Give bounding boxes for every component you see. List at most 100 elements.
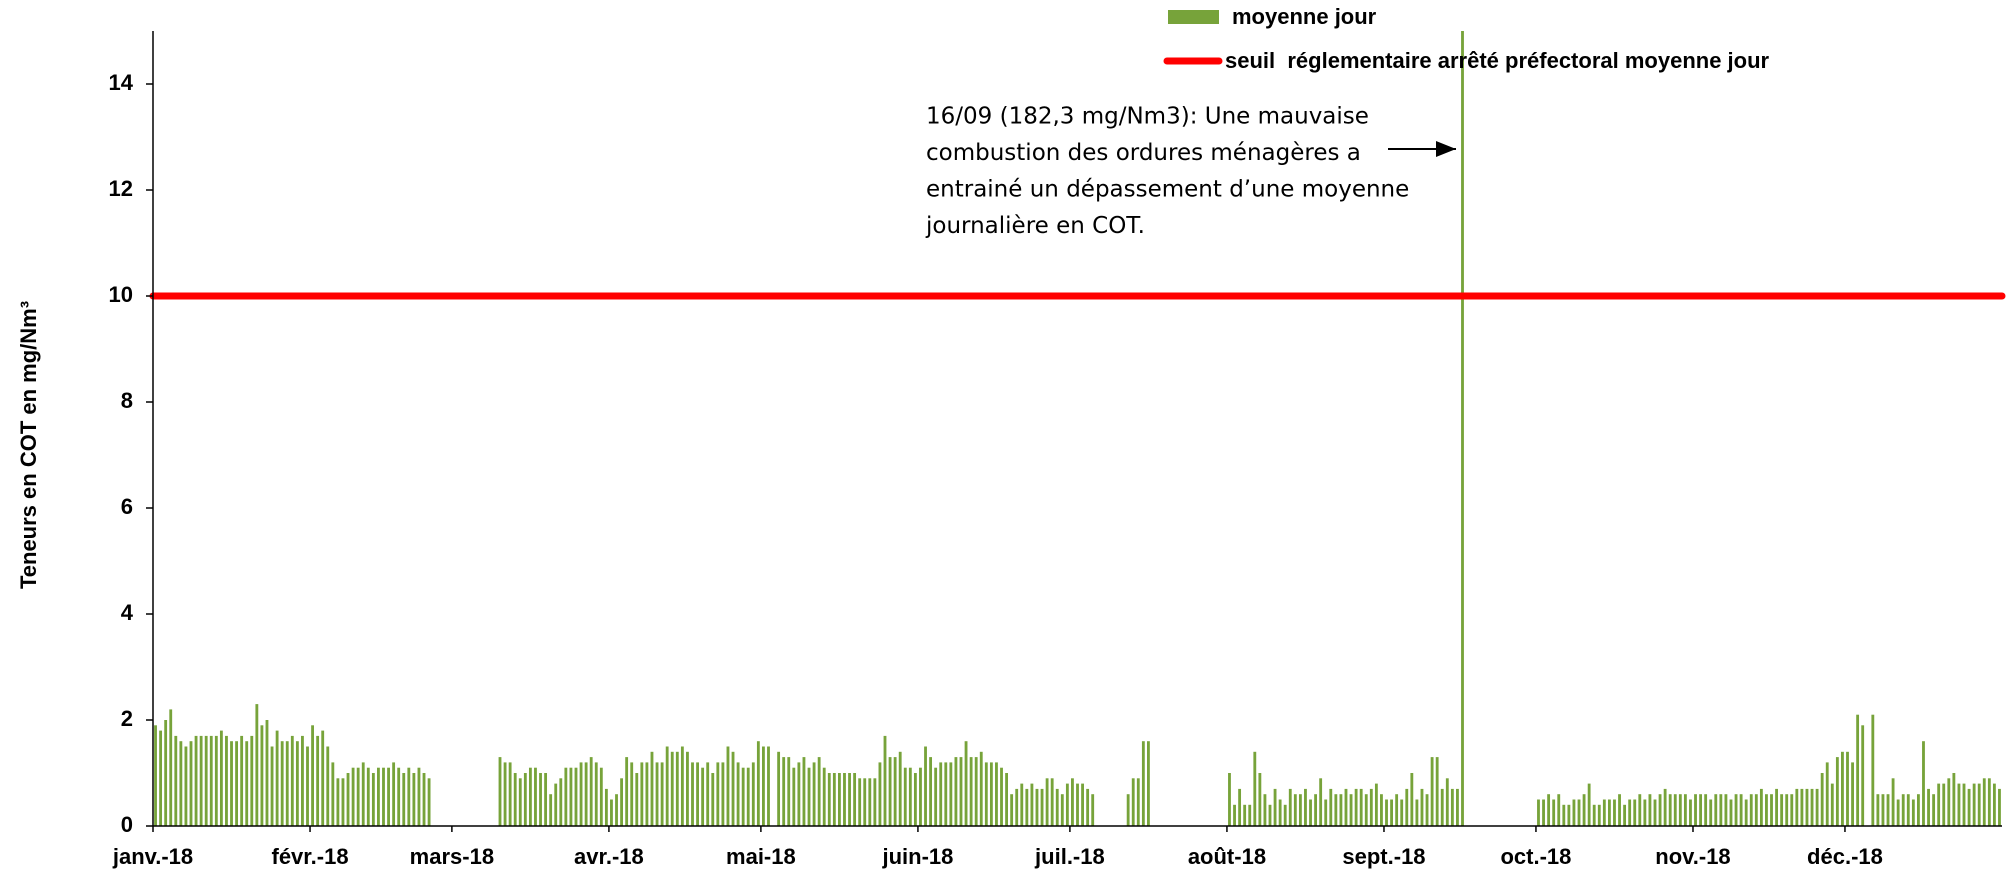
bar xyxy=(1638,794,1642,826)
bar xyxy=(397,767,401,826)
bar xyxy=(989,762,993,826)
bar xyxy=(741,767,745,826)
bar xyxy=(260,725,264,826)
x-tick-label: mars-18 xyxy=(410,844,494,869)
bar xyxy=(371,773,375,826)
bar xyxy=(189,741,193,826)
y-tick-label: 4 xyxy=(121,600,134,625)
bar xyxy=(984,762,988,826)
annotation: combustion des ordures ménagères a xyxy=(926,140,1361,166)
bar xyxy=(1592,804,1596,826)
bar xyxy=(1298,794,1302,826)
bar xyxy=(1147,741,1150,826)
bar xyxy=(230,741,233,826)
bar xyxy=(1228,773,1231,826)
x-tick-label: sept.-18 xyxy=(1342,844,1425,869)
bar xyxy=(777,751,781,826)
bar xyxy=(1557,794,1561,826)
bar xyxy=(285,741,289,826)
bar xyxy=(290,735,294,826)
bar xyxy=(164,720,168,826)
bar xyxy=(903,767,907,826)
bar xyxy=(204,735,208,826)
bar xyxy=(1537,799,1540,826)
bar xyxy=(351,767,355,826)
bars xyxy=(154,31,2001,826)
bar xyxy=(508,762,512,826)
bar xyxy=(1876,794,1880,826)
bar xyxy=(1881,794,1885,826)
bar xyxy=(1932,794,1936,826)
bar xyxy=(1597,804,1601,826)
bar xyxy=(1724,794,1728,826)
bar xyxy=(1319,778,1323,826)
bar xyxy=(812,762,816,826)
bar xyxy=(868,778,872,826)
bar xyxy=(1309,799,1312,826)
y-tick-label: 10 xyxy=(109,282,133,307)
bar xyxy=(321,730,325,826)
bar xyxy=(1668,794,1672,826)
bar xyxy=(848,773,851,826)
legend-label: seuil réglementaire arrêté préfectoral m… xyxy=(1225,48,1770,73)
bar xyxy=(635,773,639,826)
bar xyxy=(898,751,902,826)
bar xyxy=(1552,799,1556,826)
bar xyxy=(1678,794,1682,826)
bar xyxy=(959,757,963,826)
bar xyxy=(701,767,705,826)
bar xyxy=(1896,799,1900,826)
bar xyxy=(341,778,345,826)
bar xyxy=(792,767,796,826)
x-tick-label: avr.-18 xyxy=(574,844,644,869)
x-tick-label: oct.-18 xyxy=(1500,844,1571,869)
bar xyxy=(1825,762,1829,826)
bar xyxy=(1233,804,1236,826)
bar xyxy=(1663,788,1667,826)
bar xyxy=(1071,778,1074,826)
bar xyxy=(944,762,948,826)
bar xyxy=(1891,778,1895,826)
bar xyxy=(1765,794,1768,826)
y-axis-label: Teneurs en COT en mg/Nm³ xyxy=(16,301,41,589)
bar xyxy=(1562,804,1566,826)
bar xyxy=(954,757,958,826)
bar xyxy=(949,762,953,826)
bar xyxy=(1623,804,1627,826)
bar xyxy=(726,746,730,826)
bar xyxy=(366,767,370,826)
bar xyxy=(1683,794,1687,826)
bar xyxy=(1040,788,1044,826)
bar xyxy=(832,773,836,826)
bar xyxy=(214,735,218,826)
bar xyxy=(326,746,330,826)
bar xyxy=(1045,778,1049,826)
bar xyxy=(265,720,269,826)
bar xyxy=(1435,757,1439,826)
bar xyxy=(301,735,304,826)
bar xyxy=(1030,783,1034,826)
bar xyxy=(640,762,644,826)
bar xyxy=(402,773,406,826)
bar xyxy=(888,757,892,826)
bar xyxy=(184,746,188,826)
bar xyxy=(853,773,857,826)
bar xyxy=(169,709,173,826)
bar xyxy=(1704,794,1708,826)
bar xyxy=(1456,788,1459,826)
bar xyxy=(382,767,385,826)
bar xyxy=(1754,794,1758,826)
bar xyxy=(1450,788,1454,826)
bar xyxy=(564,767,568,826)
bar xyxy=(1648,794,1652,826)
annotation: journalière en COT. xyxy=(925,213,1145,239)
bar xyxy=(1445,778,1449,826)
bar xyxy=(356,767,360,826)
bar xyxy=(1856,714,1860,826)
x-tick-label: févr.-18 xyxy=(272,844,349,869)
bar xyxy=(1633,799,1637,826)
bar xyxy=(1967,788,1971,826)
bar xyxy=(1076,783,1079,826)
bar xyxy=(1354,788,1358,826)
